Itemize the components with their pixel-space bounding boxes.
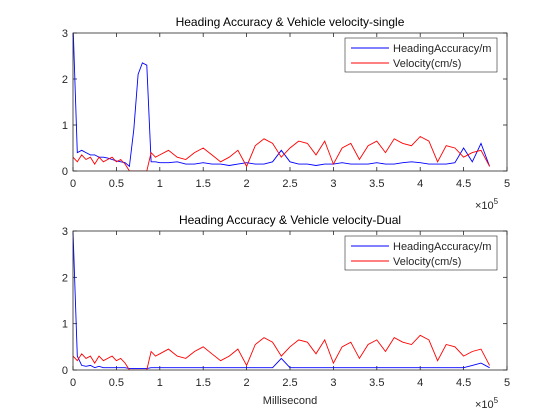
chart-title: Heading Accuracy & Vehicle velocity-Dual: [179, 213, 401, 227]
data-line: [73, 231, 490, 370]
legend-box: [344, 235, 498, 271]
x-scale-base: ×10: [475, 399, 494, 411]
x-tick-label: 3.5: [369, 377, 384, 389]
x-tick-label: 0: [70, 377, 76, 389]
legend-label: HeadingAccuracy/m: [393, 241, 491, 253]
legend: HeadingAccuracy/m Velocity(cm/s): [344, 37, 498, 73]
legend-box: [344, 37, 498, 73]
x-tick-label: 2: [244, 178, 250, 190]
x-scale-exponent: 5: [494, 197, 499, 206]
x-tick-label: 4: [417, 178, 423, 190]
x-axis-label: Millisecond: [263, 395, 317, 407]
x-scale-label: ×105: [475, 396, 499, 411]
subplot: Heading Accuracy & Vehicle velocity-sing…: [62, 15, 510, 212]
x-tick-label: 4.5: [456, 377, 471, 389]
x-tick-label: 4.5: [456, 178, 471, 190]
y-tick-label: 2: [62, 74, 68, 86]
y-tick-label: 1: [62, 120, 68, 132]
x-tick-label: 3: [330, 178, 336, 190]
x-tick-label: 4: [417, 377, 423, 389]
y-tick-label: 3: [62, 28, 68, 40]
x-tick-label: 2: [244, 377, 250, 389]
x-tick-label: 0: [70, 178, 76, 190]
y-tick-label: 3: [62, 226, 68, 238]
legend-label: HeadingAccuracy/m: [393, 43, 491, 55]
x-tick-label: 5: [504, 178, 510, 190]
x-scale-label: ×105: [475, 197, 499, 212]
x-tick-label: 5: [504, 377, 510, 389]
data-line: [73, 334, 490, 370]
y-tick-label: 0: [62, 166, 68, 178]
chart-title: Heading Accuracy & Vehicle velocity-sing…: [176, 15, 405, 29]
y-tick-label: 1: [62, 319, 68, 331]
x-scale-base: ×10: [475, 200, 494, 212]
x-tick-label: 1.5: [196, 377, 211, 389]
subplot: Heading Accuracy & Vehicle velocity-Dual…: [62, 213, 510, 411]
x-scale-exponent: 5: [494, 396, 499, 405]
x-tick-label: 1: [157, 178, 163, 190]
x-tick-label: 2.5: [282, 178, 297, 190]
x-tick-label: 1.5: [196, 178, 211, 190]
x-tick-label: 1: [157, 377, 163, 389]
data-line: [73, 135, 490, 171]
legend-label: Velocity(cm/s): [393, 256, 461, 268]
x-tick-label: 3.5: [369, 178, 384, 190]
y-tick-label: 0: [62, 365, 68, 377]
axes-box: [72, 230, 508, 371]
x-tick-label: 0.5: [109, 178, 124, 190]
x-tick-label: 2.5: [282, 377, 297, 389]
legend: HeadingAccuracy/m Velocity(cm/s): [344, 235, 498, 271]
y-tick-label: 2: [62, 272, 68, 284]
x-tick-label: 3: [330, 377, 336, 389]
x-tick-label: 0.5: [109, 377, 124, 389]
axes-box: [72, 32, 508, 172]
legend-label: Velocity(cm/s): [393, 58, 461, 70]
